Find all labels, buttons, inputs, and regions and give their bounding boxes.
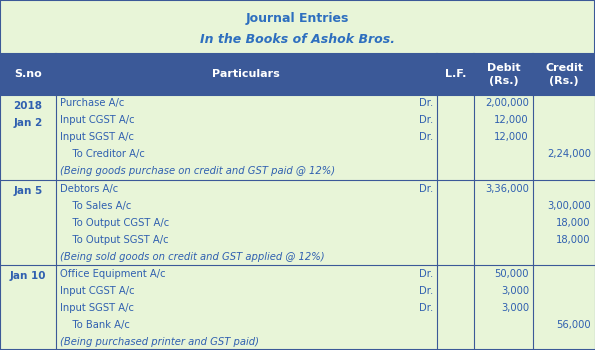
Text: Office Equipment A/c: Office Equipment A/c bbox=[60, 269, 165, 279]
Text: Dr.: Dr. bbox=[419, 132, 433, 142]
Bar bbox=[0, 180, 595, 265]
Text: To Output CGST A/c: To Output CGST A/c bbox=[60, 218, 169, 228]
Bar bbox=[0, 54, 595, 94]
Text: 2018: 2018 bbox=[14, 100, 42, 111]
Text: Credit
(Rs.): Credit (Rs.) bbox=[545, 63, 583, 85]
Text: Particulars: Particulars bbox=[212, 69, 280, 79]
Bar bbox=[0, 265, 595, 350]
Text: 18,000: 18,000 bbox=[556, 218, 591, 228]
Text: 18,000: 18,000 bbox=[556, 234, 591, 245]
Text: 12,000: 12,000 bbox=[494, 132, 529, 142]
Text: To Creditor A/c: To Creditor A/c bbox=[60, 149, 145, 160]
Text: (Being sold goods on credit and GST applied @ 12%): (Being sold goods on credit and GST appl… bbox=[60, 252, 324, 262]
Text: Debit
(Rs.): Debit (Rs.) bbox=[487, 63, 521, 85]
Text: 50,000: 50,000 bbox=[494, 269, 529, 279]
Text: Jan 5: Jan 5 bbox=[13, 186, 43, 196]
Text: (Being goods purchase on credit and GST paid @ 12%): (Being goods purchase on credit and GST … bbox=[60, 167, 334, 176]
Text: Input CGST A/c: Input CGST A/c bbox=[60, 286, 134, 296]
Text: 3,00,000: 3,00,000 bbox=[547, 201, 591, 211]
Text: To Bank A/c: To Bank A/c bbox=[60, 320, 129, 330]
Text: Dr.: Dr. bbox=[419, 98, 433, 108]
Text: Input CGST A/c: Input CGST A/c bbox=[60, 116, 134, 125]
Bar bbox=[0, 94, 595, 180]
Text: To Output SGST A/c: To Output SGST A/c bbox=[60, 234, 168, 245]
Text: Debtors A/c: Debtors A/c bbox=[60, 183, 118, 194]
Text: 2,00,000: 2,00,000 bbox=[485, 98, 529, 108]
Text: S.no: S.no bbox=[14, 69, 42, 79]
Text: 2,24,000: 2,24,000 bbox=[547, 149, 591, 160]
Text: L.F.: L.F. bbox=[445, 69, 466, 79]
Text: Input SGST A/c: Input SGST A/c bbox=[60, 303, 133, 313]
Text: Dr.: Dr. bbox=[419, 116, 433, 125]
Bar bbox=[0, 0, 595, 54]
Text: 56,000: 56,000 bbox=[556, 320, 591, 330]
Text: Purchase A/c: Purchase A/c bbox=[60, 98, 124, 108]
Text: Dr.: Dr. bbox=[419, 269, 433, 279]
Text: 12,000: 12,000 bbox=[494, 116, 529, 125]
Text: 3,36,000: 3,36,000 bbox=[485, 183, 529, 194]
Text: Jan 10: Jan 10 bbox=[10, 271, 46, 281]
Text: Dr.: Dr. bbox=[419, 183, 433, 194]
Text: In the Books of Ashok Bros.: In the Books of Ashok Bros. bbox=[200, 33, 395, 46]
Text: To Sales A/c: To Sales A/c bbox=[60, 201, 131, 211]
Text: Journal Entries: Journal Entries bbox=[246, 13, 349, 26]
Text: 3,000: 3,000 bbox=[501, 286, 529, 296]
Text: 3,000: 3,000 bbox=[501, 303, 529, 313]
Text: Dr.: Dr. bbox=[419, 286, 433, 296]
Text: Jan 2: Jan 2 bbox=[13, 118, 43, 128]
Text: Dr.: Dr. bbox=[419, 303, 433, 313]
Text: Input SGST A/c: Input SGST A/c bbox=[60, 132, 133, 142]
Text: (Being purchased printer and GST paid): (Being purchased printer and GST paid) bbox=[60, 337, 258, 347]
